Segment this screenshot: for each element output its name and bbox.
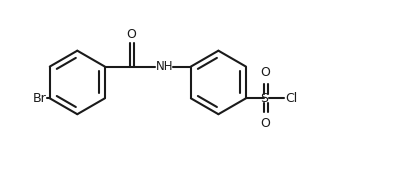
Text: O: O [260, 117, 271, 130]
Text: Br: Br [33, 92, 47, 105]
Text: O: O [260, 66, 271, 79]
Text: O: O [127, 28, 136, 41]
Text: NH: NH [156, 60, 174, 73]
Text: Cl: Cl [286, 92, 298, 105]
Text: S: S [260, 92, 268, 105]
